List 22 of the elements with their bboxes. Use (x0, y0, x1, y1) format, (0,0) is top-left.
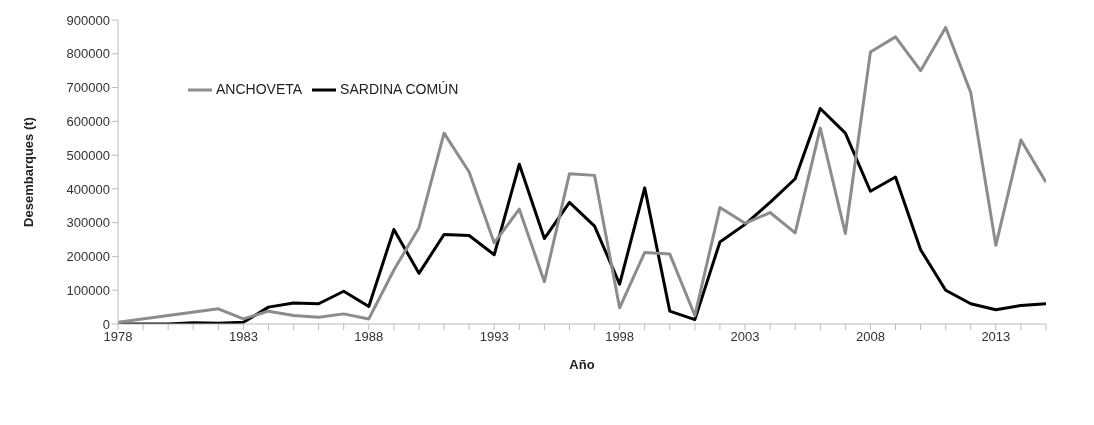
y-tick-label: 800000 (66, 46, 110, 62)
x-tick-label: 2008 (855, 329, 885, 345)
legend-label: SARDINA COMÚN (340, 80, 459, 97)
y-tick-label: 0 (102, 316, 110, 332)
x-tick-label: 1998 (605, 329, 635, 345)
y-tick-label: 600000 (66, 113, 110, 129)
x-tick-label: 1983 (228, 329, 258, 345)
x-axis-title: Año (569, 357, 595, 372)
x-tick-label: 1978 (103, 329, 133, 345)
x-tick-label: 1993 (479, 329, 509, 345)
y-tick-label: 500000 (66, 147, 110, 163)
y-tick-label: 700000 (66, 80, 110, 96)
y-tick-label: 200000 (66, 249, 110, 265)
x-tick-label: 1988 (354, 329, 384, 345)
y-tick-label: 400000 (66, 181, 110, 197)
legend-label: ANCHOVETA (216, 80, 303, 97)
y-axis-title: Desembarques (t) (20, 117, 36, 227)
y-tick-label: 300000 (66, 215, 110, 231)
x-tick-label: 2013 (981, 329, 1011, 345)
y-tick-label: 100000 (66, 282, 110, 298)
x-tick-label: 2003 (730, 329, 760, 345)
y-tick-label: 900000 (66, 12, 110, 28)
